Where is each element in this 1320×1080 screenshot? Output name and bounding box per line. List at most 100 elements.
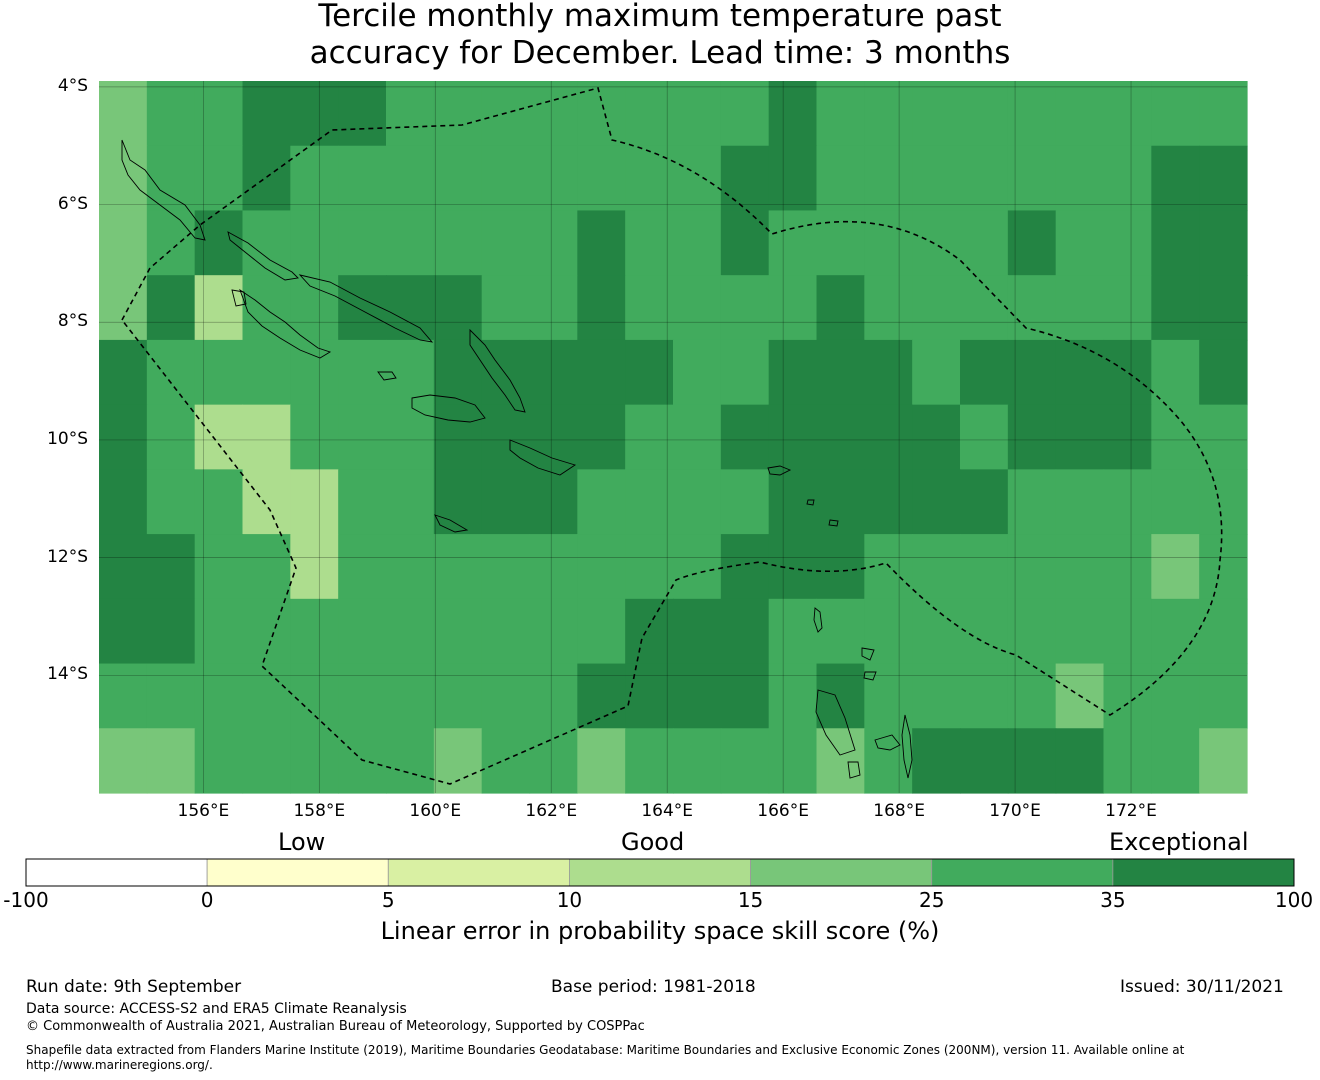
skill-cell <box>1151 728 1200 794</box>
skill-cell <box>625 275 674 341</box>
skill-cell <box>1007 598 1057 665</box>
skill-cell <box>577 469 626 535</box>
skill-cell <box>146 275 196 341</box>
latitude-label: 8°S <box>57 311 88 332</box>
skill-cell <box>816 598 865 665</box>
skill-cell <box>816 728 865 794</box>
skill-cell <box>720 210 770 276</box>
skill-cell <box>194 404 244 470</box>
skill-cell <box>481 469 531 535</box>
colorbar-segment <box>25 858 208 887</box>
skill-cell <box>338 663 387 729</box>
skill-cell <box>99 728 148 794</box>
skill-cell <box>577 534 626 600</box>
skill-cell <box>1199 145 1248 212</box>
skill-cell <box>433 145 483 212</box>
skill-cell <box>433 598 483 665</box>
skill-cell <box>1103 534 1152 600</box>
shapefile-credit-line-2: http://www.marineregions.org/. <box>26 1058 213 1072</box>
skill-cell <box>1103 469 1152 535</box>
skill-cell <box>433 469 483 535</box>
skill-cell <box>816 81 865 147</box>
longitude-label: 162°E <box>525 801 578 821</box>
skill-cell <box>960 404 1009 470</box>
skill-cell <box>1103 210 1152 276</box>
skill-cell <box>146 339 196 406</box>
skill-cell <box>577 210 626 276</box>
skill-cell <box>146 210 196 276</box>
skill-cell <box>290 404 339 470</box>
skill-cell <box>625 404 674 470</box>
skill-cell <box>577 339 626 406</box>
longitude-label: 160°E <box>409 801 462 821</box>
skill-cell <box>816 145 865 212</box>
skill-cell <box>816 339 865 406</box>
skill-cell <box>290 469 339 535</box>
colorbar-segment <box>750 858 933 887</box>
colorbar-tick-label: 10 <box>556 888 583 912</box>
colorbar-tick-label: -100 <box>3 888 49 912</box>
skill-cell <box>386 663 435 729</box>
skill-cell <box>768 145 818 212</box>
skill-cell <box>768 663 818 729</box>
skill-cell <box>481 275 531 341</box>
skill-cell <box>768 275 818 341</box>
skill-cell <box>1151 210 1200 276</box>
skill-cell <box>290 145 339 212</box>
colorbar-tick-label: 25 <box>918 888 945 912</box>
skill-cell <box>290 598 339 665</box>
skill-cell <box>194 275 244 341</box>
skill-cell <box>1103 598 1152 665</box>
skill-cell <box>864 663 913 729</box>
skill-cell <box>768 728 818 794</box>
skill-cell <box>481 728 531 794</box>
skill-cell <box>673 404 722 470</box>
map-gridlines <box>99 81 1247 793</box>
skill-cell <box>720 145 770 212</box>
skill-cell <box>625 210 674 276</box>
skill-cell <box>673 469 722 535</box>
skill-cell <box>194 145 244 212</box>
skill-cell <box>242 81 291 147</box>
skill-cell <box>673 598 722 665</box>
skill-cell <box>960 339 1009 406</box>
skill-cell <box>1103 404 1152 470</box>
skill-cell <box>673 145 722 212</box>
skill-cell <box>1151 275 1200 341</box>
skill-cell <box>481 598 531 665</box>
skill-cell <box>625 339 674 406</box>
skill-cell <box>864 210 913 276</box>
skill-cell <box>290 534 339 600</box>
skill-cell <box>146 404 196 470</box>
colorbar-segment <box>387 858 570 887</box>
skill-cell <box>481 534 531 600</box>
skill-cell <box>290 728 339 794</box>
skill-cell <box>481 663 531 729</box>
skill-cell <box>625 534 674 600</box>
skill-cell <box>386 404 435 470</box>
skill-cell <box>1055 339 1105 406</box>
skill-cell <box>242 469 291 535</box>
skill-cell <box>338 469 387 535</box>
skill-cell <box>386 534 435 600</box>
skill-cell <box>577 404 626 470</box>
skill-cell <box>1103 145 1152 212</box>
skill-cell <box>1103 81 1152 147</box>
skill-cell <box>242 534 291 600</box>
coastlines <box>121 139 913 779</box>
longitude-label: 156°E <box>177 801 230 821</box>
shapefile-credit-line-1: Shapefile data extracted from Flanders M… <box>26 1043 1185 1057</box>
skill-cell <box>481 145 531 212</box>
skill-cell <box>99 339 148 406</box>
skill-cell <box>1055 81 1105 147</box>
skill-cell <box>242 598 291 665</box>
skill-cell <box>386 81 435 147</box>
skill-cell <box>768 210 818 276</box>
skill-cell <box>481 339 531 406</box>
skill-cell <box>673 728 722 794</box>
skill-cell <box>720 404 770 470</box>
skill-cell <box>577 728 626 794</box>
colorbar-segment <box>1112 858 1295 887</box>
skill-cell <box>768 469 818 535</box>
skill-cell <box>433 339 483 406</box>
